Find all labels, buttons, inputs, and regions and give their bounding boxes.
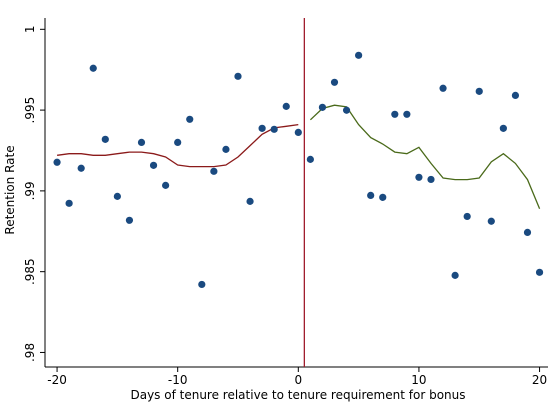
x-axis-title: Days of tenure relative to tenure requir… (130, 388, 465, 402)
x-tick-label: 20 (532, 373, 547, 387)
point (535, 268, 544, 276)
point (186, 115, 194, 123)
point (246, 197, 254, 205)
point (113, 192, 121, 200)
point (65, 199, 73, 207)
x-tick-label: 0 (294, 373, 302, 387)
point (210, 167, 218, 175)
y-tick-label: .99 (23, 181, 37, 200)
point (415, 173, 423, 181)
point (499, 124, 507, 132)
point (53, 158, 61, 166)
point (523, 228, 532, 237)
point (367, 191, 375, 200)
point (282, 102, 290, 110)
y-tick-label: .985 (23, 258, 37, 285)
point (306, 155, 314, 163)
point (77, 164, 85, 172)
point (318, 103, 327, 111)
x-tick-label: -20 (47, 373, 67, 387)
y-tick-label: .98 (23, 343, 37, 362)
point (355, 51, 363, 59)
point (234, 72, 242, 80)
point (451, 271, 459, 279)
point (487, 217, 495, 225)
point (270, 125, 278, 133)
y-tick-label: 1 (23, 25, 37, 33)
point (403, 110, 411, 118)
point (198, 280, 206, 289)
point (125, 216, 134, 224)
x-tick-label: 10 (411, 373, 426, 387)
smooth-line (57, 123, 299, 168)
point (162, 181, 170, 189)
point (174, 138, 182, 147)
point (439, 84, 447, 92)
point (294, 128, 302, 136)
point (379, 193, 387, 201)
point (258, 124, 266, 132)
x-tick-label: -10 (168, 373, 188, 387)
point (149, 161, 158, 169)
point (391, 110, 399, 118)
point (511, 91, 520, 99)
point (89, 64, 97, 72)
y-axis-title: Retention Rate (3, 145, 17, 234)
point (137, 138, 146, 147)
y-tick-label: .995 (23, 97, 37, 124)
point (463, 212, 471, 221)
point (101, 135, 109, 143)
point (222, 145, 230, 153)
point (330, 78, 339, 86)
point (475, 87, 483, 95)
point (427, 175, 435, 184)
point (342, 106, 351, 114)
